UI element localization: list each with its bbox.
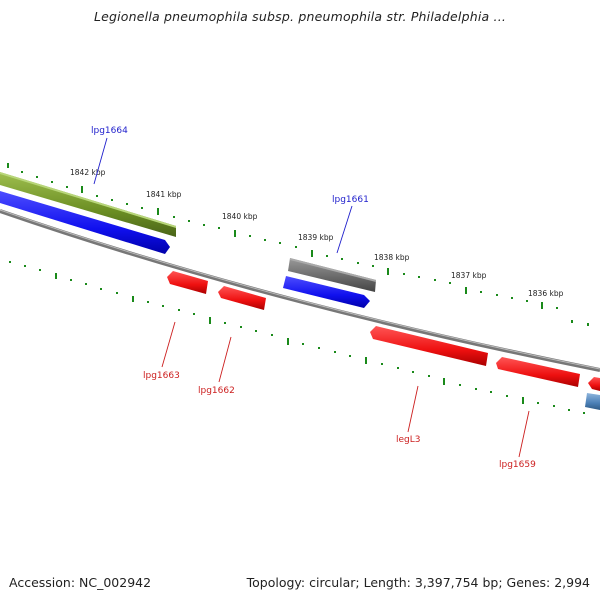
label-connectors-blue [93,137,353,254]
forward-cds-left[interactable] [0,191,170,254]
gene-label-lpg1659[interactable]: lpg1659 [499,460,536,470]
reverse-cds-lpg1662[interactable] [218,286,266,310]
gray-feature-lpg1661-top [290,258,376,282]
gene-label-legL3[interactable]: legL3 [396,435,421,445]
gene-label-lpg1664[interactable]: lpg1664 [91,126,128,136]
olive-feature-lpg1664-top [0,172,176,228]
label-connectors-red [161,321,530,458]
topology-text: Topology: circular; Length: 3,397,754 bp… [246,575,590,590]
genome-backbone [0,209,600,372]
steel-feature-edge[interactable] [585,393,600,410]
reverse-cds-edge[interactable] [588,377,600,391]
map-title: Legionella pneumophila subsp. pneumophil… [93,9,507,24]
genome-backbone-highlight [0,209,600,370]
reverse-cds-lpg1659[interactable] [496,357,580,387]
gray-feature-lpg1661[interactable] [288,258,376,292]
gene-label-lpg1663[interactable]: lpg1663 [143,371,180,381]
tick-label-1838: 1838 kbp [374,253,410,262]
tick-label-1841: 1841 kbp [146,190,182,199]
tick-label-1839: 1839 kbp [298,233,334,242]
reverse-cds-lpg1663[interactable] [167,271,208,294]
upper-tick-ring [7,163,589,326]
forward-cds-middle[interactable] [283,276,370,308]
gene-label-lpg1661[interactable]: lpg1661 [332,195,369,205]
accession-text: Accession: NC_002942 [9,575,152,590]
olive-feature-lpg1664[interactable] [0,172,176,237]
tick-label-1840: 1840 kbp [222,212,258,221]
tick-label-1842: 1842 kbp [70,168,106,177]
tick-label-1836: 1836 kbp [528,289,564,298]
lower-tick-ring [9,261,585,414]
gene-label-lpg1662[interactable]: lpg1662 [198,386,235,396]
tick-label-1837: 1837 kbp [451,271,487,280]
reverse-cds-legL3[interactable] [370,326,488,366]
